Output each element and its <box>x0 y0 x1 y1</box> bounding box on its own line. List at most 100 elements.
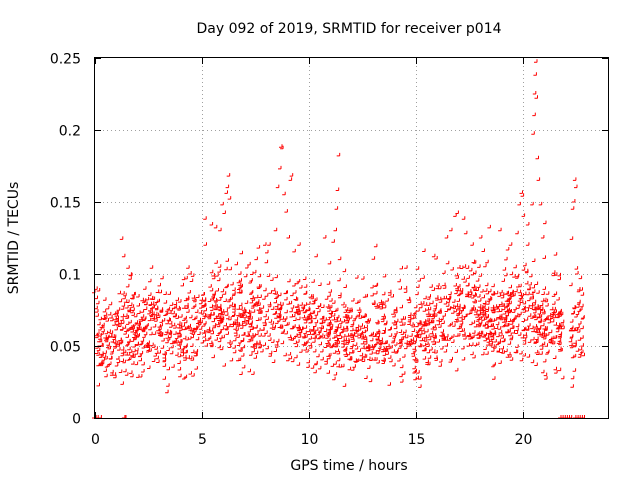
data-point <box>163 312 167 316</box>
data-point <box>539 302 544 306</box>
data-point <box>95 309 99 313</box>
data-point <box>344 325 349 330</box>
data-point <box>306 316 310 321</box>
data-point <box>188 327 192 331</box>
data-point <box>143 306 148 310</box>
data-point <box>302 335 306 339</box>
data-point <box>529 302 533 307</box>
data-point <box>493 317 498 321</box>
data-point <box>501 350 505 354</box>
data-point <box>333 372 338 376</box>
data-point <box>351 298 355 302</box>
data-point <box>399 322 404 326</box>
data-point <box>541 369 545 374</box>
data-point <box>159 319 163 323</box>
data-point <box>177 307 181 311</box>
data-point <box>398 329 403 333</box>
data-point <box>196 294 200 298</box>
data-point <box>238 289 243 293</box>
data-point <box>128 276 132 280</box>
data-point <box>514 349 519 354</box>
y-tick-label: 0.1 <box>59 268 81 284</box>
data-point <box>451 310 455 314</box>
data-point <box>335 187 340 191</box>
data-point <box>98 415 102 419</box>
data-point <box>251 348 255 353</box>
data-point <box>140 338 145 342</box>
data-point <box>373 350 377 354</box>
data-point <box>223 322 227 327</box>
data-point <box>206 326 211 331</box>
data-point <box>168 320 173 325</box>
data-point <box>508 332 512 337</box>
data-point <box>328 310 333 314</box>
data-point <box>544 343 548 347</box>
data-point <box>385 298 389 302</box>
data-point <box>369 351 373 355</box>
data-point <box>338 335 343 339</box>
data-point <box>156 359 160 363</box>
data-point <box>371 300 376 304</box>
data-point <box>449 356 453 361</box>
data-point <box>367 356 371 361</box>
data-point <box>500 345 504 350</box>
data-point <box>507 329 511 333</box>
data-point <box>390 294 394 298</box>
data-point <box>260 348 264 353</box>
data-point <box>162 357 167 362</box>
data-point <box>491 291 495 295</box>
data-point <box>117 290 121 295</box>
data-point <box>372 357 376 361</box>
data-point <box>547 316 552 321</box>
data-point <box>162 351 166 355</box>
data-point <box>136 324 140 328</box>
data-point <box>308 342 312 347</box>
data-point <box>413 310 417 315</box>
data-point <box>541 291 545 295</box>
data-point <box>147 365 151 369</box>
data-point <box>475 341 480 346</box>
data-point <box>149 312 153 316</box>
data-point <box>181 305 186 309</box>
data-point <box>372 343 377 347</box>
data-point <box>217 330 221 335</box>
data-point <box>514 330 519 334</box>
data-point <box>165 335 169 339</box>
data-point <box>157 330 161 334</box>
data-point <box>234 317 239 321</box>
data-point <box>310 365 315 369</box>
data-point <box>444 308 449 312</box>
data-point <box>345 337 350 342</box>
data-point <box>557 338 562 342</box>
data-point <box>446 299 451 303</box>
data-point <box>296 362 301 366</box>
data-point <box>97 362 102 366</box>
data-point <box>120 320 125 324</box>
data-point <box>392 335 396 339</box>
data-point <box>355 333 359 337</box>
data-point <box>482 304 486 308</box>
data-point <box>341 319 346 323</box>
data-point <box>154 350 159 354</box>
data-point <box>423 334 427 339</box>
data-point <box>343 351 347 356</box>
data-point <box>454 290 458 295</box>
data-point <box>574 266 579 270</box>
data-point <box>179 339 183 343</box>
data-point <box>459 290 464 295</box>
data-point <box>525 327 530 331</box>
data-point <box>426 318 431 322</box>
data-point <box>178 325 182 329</box>
data-point <box>482 300 487 304</box>
data-point <box>398 286 402 290</box>
data-point <box>143 331 148 336</box>
data-point <box>552 355 557 359</box>
data-point <box>327 305 331 309</box>
data-point <box>168 331 173 335</box>
data-point <box>268 290 272 294</box>
data-point <box>214 306 218 311</box>
data-point <box>286 357 290 362</box>
data-point <box>177 346 181 350</box>
y-tick-label: 0.15 <box>50 196 81 212</box>
data-point <box>176 305 180 310</box>
